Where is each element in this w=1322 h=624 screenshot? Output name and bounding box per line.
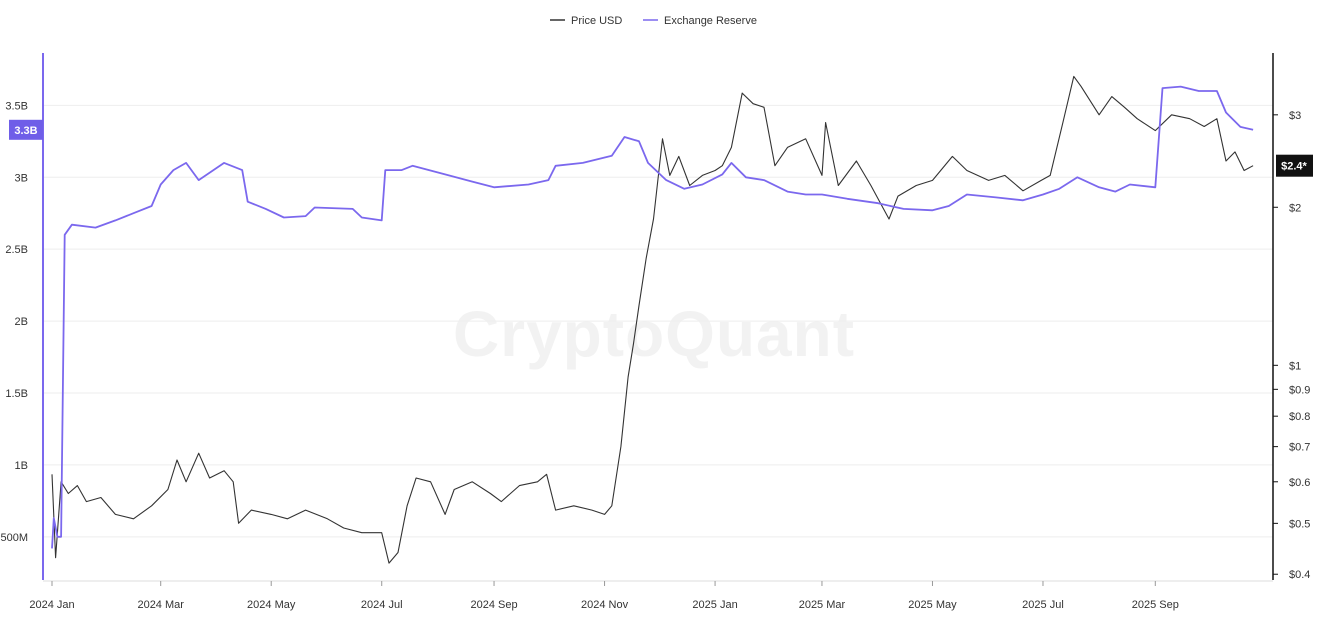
x-tick-label: 2024 Jan <box>29 599 74 611</box>
price-value-badge-text: $2.4* <box>1281 161 1307 173</box>
right-tick-label: $2 <box>1289 202 1301 214</box>
x-axis: 2024 Jan 2024 Mar 2024 May 2024 Jul 2024 Sep… <box>29 580 1273 611</box>
series-layer <box>51 75 1254 564</box>
right-tick-label: $0.4 <box>1289 569 1310 581</box>
right-tick-label: $0.5 <box>1289 518 1310 530</box>
x-tick-label: 2025 Sep <box>1132 599 1179 611</box>
x-tick-label: 2024 May <box>247 599 296 611</box>
price-usd-line <box>51 75 1254 564</box>
x-tick-label: 2025 Jul <box>1022 599 1064 611</box>
left-tick-label: 2.5B <box>5 244 28 256</box>
left-y-axis: 500M 1B 1.5B 2B 2.5B 3B 3.5B <box>0 53 44 580</box>
right-y-axis: $0.4 $0.5 $0.6 $0.7 $0.8 $0.9 $1 $2 $3 <box>1272 53 1310 581</box>
x-tick-label: 2024 Sep <box>470 599 517 611</box>
right-tick-label: $3 <box>1289 110 1301 122</box>
exchange-reserve-line <box>51 85 1254 549</box>
left-tick-label: 3B <box>15 172 28 184</box>
legend-reserve-label[interactable]: Exchange Reserve <box>664 15 757 27</box>
left-tick-label: 3.5B <box>5 100 28 112</box>
x-tick-label: 2024 Mar <box>137 599 184 611</box>
x-tick-label: 2024 Nov <box>581 599 629 611</box>
reserve-value-badge-text: 3.3B <box>14 125 37 137</box>
right-tick-label: $0.8 <box>1289 411 1310 423</box>
right-tick-label: $0.7 <box>1289 442 1310 454</box>
legend: Price USD Exchange Reserve <box>550 15 757 27</box>
left-tick-label: 2B <box>15 316 28 328</box>
x-tick-label: 2024 Jul <box>361 599 403 611</box>
left-tick-label: 500M <box>0 532 28 544</box>
x-tick-label: 2025 Jan <box>692 599 737 611</box>
x-tick-label: 2025 Mar <box>799 599 846 611</box>
right-tick-label: $0.9 <box>1289 384 1310 396</box>
reserve-value-badge <box>9 119 43 140</box>
x-tick-label: 2025 May <box>908 599 957 611</box>
value-badges: 3.3B $2.4* <box>9 119 1313 177</box>
legend-price-label[interactable]: Price USD <box>571 15 622 27</box>
grid-lines <box>43 104 1273 538</box>
right-tick-label: $0.6 <box>1289 477 1310 489</box>
left-tick-label: 1.5B <box>5 388 28 400</box>
right-tick-label: $1 <box>1289 360 1301 372</box>
left-tick-label: 1B <box>15 460 28 472</box>
price-value-badge <box>1276 154 1313 177</box>
watermark-text: CryptoQuant <box>453 298 855 370</box>
